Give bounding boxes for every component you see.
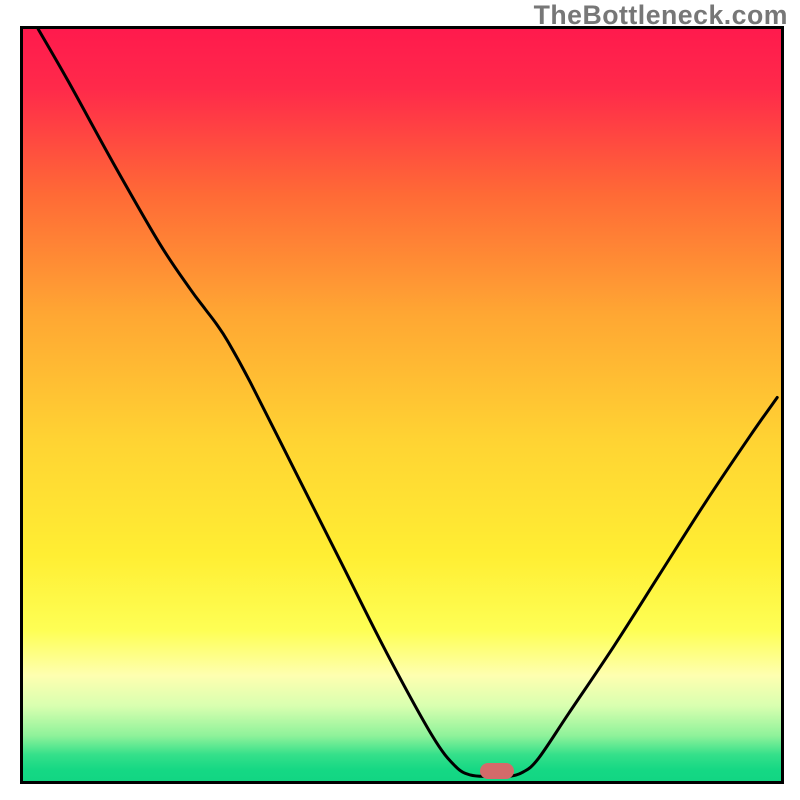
chart-container: TheBottleneck.com [0,0,800,800]
optimal-marker [480,763,514,779]
bottleneck-chart [0,0,800,800]
chart-background [23,29,781,781]
